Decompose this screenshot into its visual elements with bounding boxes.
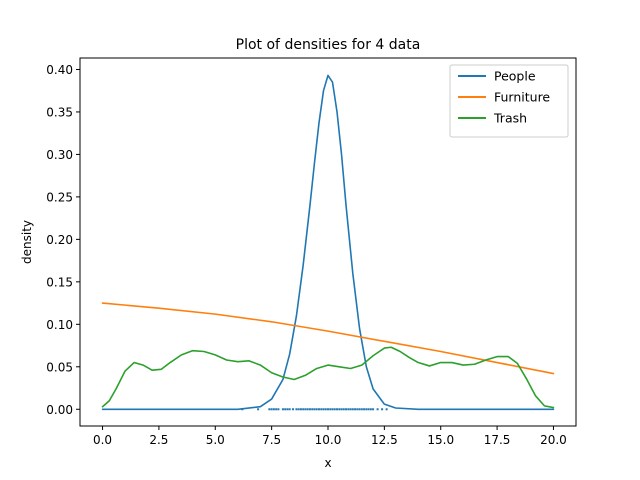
rug-mark (354, 408, 357, 411)
x-tick-label: 7.5 (262, 433, 281, 447)
rug-mark (322, 408, 325, 411)
x-tick-label: 17.5 (484, 433, 511, 447)
rug-mark (356, 408, 359, 411)
x-tick-label: 15.0 (427, 433, 454, 447)
rug-mark (329, 408, 332, 411)
rug-mark (360, 408, 363, 411)
y-tick-label: 0.40 (46, 63, 73, 77)
rug-mark (268, 408, 271, 411)
rug-mark (324, 408, 327, 411)
x-tick-label: 2.5 (149, 433, 168, 447)
rug-markers (241, 408, 388, 411)
rug-mark (288, 408, 291, 411)
rug-mark (351, 408, 354, 411)
y-tick-label: 0.25 (46, 190, 73, 204)
rug-mark (347, 408, 350, 411)
rug-mark (311, 408, 314, 411)
series-line-furniture (101, 302, 555, 375)
y-tick-label: 0.10 (46, 318, 73, 332)
rug-mark (320, 408, 323, 411)
rug-mark (304, 408, 307, 411)
rug-mark (315, 408, 318, 411)
x-tick-label: 12.5 (371, 433, 398, 447)
rug-mark (284, 408, 287, 411)
rug-mark (381, 408, 384, 411)
y-tick-label: 0.15 (46, 275, 73, 289)
y-axis-label: density (20, 220, 34, 264)
rug-mark (277, 408, 280, 411)
rug-mark (292, 408, 295, 411)
rug-mark (349, 408, 352, 411)
rug-mark (342, 408, 345, 411)
rug-mark (333, 408, 336, 411)
rug-mark (372, 408, 375, 411)
series-line-trash (101, 346, 555, 409)
legend-label-people: People (494, 69, 536, 84)
rug-mark (295, 408, 298, 411)
x-tick-label: 5.0 (206, 433, 225, 447)
y-tick-label: 0.30 (46, 148, 73, 162)
rug-mark (385, 408, 388, 411)
rug-mark (281, 408, 284, 411)
rug-mark (358, 408, 361, 411)
rug-mark (340, 408, 343, 411)
rug-mark (338, 408, 341, 411)
rug-mark (308, 408, 311, 411)
rug-mark (369, 408, 372, 411)
x-axis-label: x (324, 456, 331, 470)
rug-mark (302, 408, 305, 411)
rug-mark (331, 408, 334, 411)
rug-mark (275, 408, 278, 411)
rug-mark (299, 408, 302, 411)
rug-mark (363, 408, 366, 411)
y-tick-label: 0.35 (46, 105, 73, 119)
rug-mark (270, 408, 273, 411)
rug-mark (286, 408, 289, 411)
legend: People Furniture Trash (449, 64, 569, 138)
chart-title: Plot of densities for 4 data (236, 37, 421, 53)
rug-mark (241, 408, 244, 411)
rug-mark (257, 408, 260, 411)
y-tick-label: 0.20 (46, 233, 73, 247)
rug-mark (365, 408, 368, 411)
series-line-people (101, 74, 555, 411)
rug-mark (297, 408, 300, 411)
legend-label-trash: Trash (493, 111, 527, 126)
rug-mark (313, 408, 316, 411)
x-tick-label: 0.0 (93, 433, 112, 447)
rug-mark (336, 408, 339, 411)
y-tick-label: 0.05 (46, 360, 73, 374)
rug-mark (272, 408, 275, 411)
y-tick-label: 0.00 (46, 403, 73, 417)
rug-mark (345, 408, 348, 411)
rug-mark (367, 408, 370, 411)
legend-label-furniture: Furniture (494, 90, 550, 105)
rug-mark (306, 408, 309, 411)
x-tick-label: 10.0 (315, 433, 342, 447)
rug-mark (317, 408, 320, 411)
x-tick-label: 20.0 (540, 433, 567, 447)
rug-mark (376, 408, 379, 411)
rug-mark (327, 408, 329, 411)
